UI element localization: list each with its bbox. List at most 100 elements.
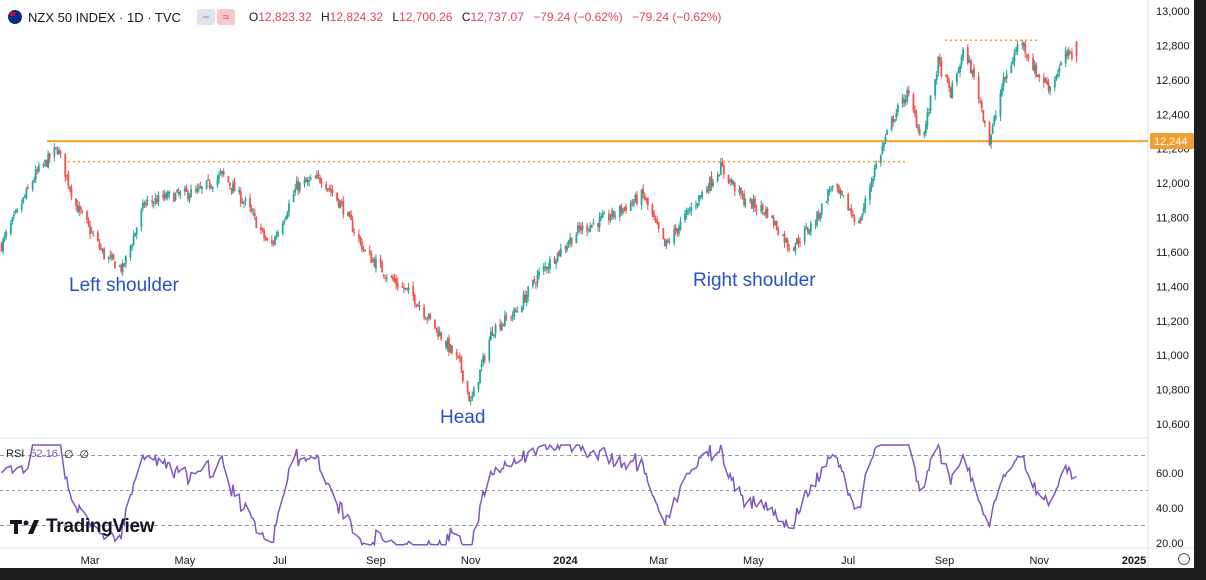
settings-gear-icon[interactable]	[1178, 553, 1190, 565]
candle	[545, 266, 548, 274]
candle-body	[342, 200, 345, 215]
candle-body	[741, 194, 744, 196]
candle	[205, 180, 208, 191]
candle-body	[437, 329, 439, 337]
rsi-label[interactable]: RSI	[6, 448, 25, 460]
candle-body	[685, 210, 688, 215]
candle-body	[667, 240, 669, 243]
tradingview-logo[interactable]: TradingView	[10, 516, 155, 538]
candle-body	[404, 288, 407, 290]
chart-canvas[interactable]: 13,00012,80012,60012,40012,20012,00011,8…	[0, 0, 1194, 568]
candle	[404, 288, 407, 291]
candle	[92, 230, 95, 238]
candle	[438, 326, 441, 337]
candle-body	[284, 216, 287, 220]
candle	[827, 188, 829, 205]
candle	[375, 254, 377, 273]
candle	[135, 226, 138, 240]
candle-body	[912, 93, 915, 110]
candle	[906, 87, 909, 105]
candle-body	[858, 220, 860, 223]
candle-body	[435, 327, 438, 329]
candle	[696, 202, 699, 209]
candle-body	[263, 230, 265, 238]
candle	[575, 232, 578, 244]
candle-body	[749, 198, 752, 202]
candle	[98, 239, 101, 251]
candle	[614, 211, 617, 220]
candle	[564, 244, 567, 254]
candle-body	[79, 206, 82, 211]
candle-body	[1002, 77, 1005, 88]
candle-body	[230, 187, 233, 191]
candle	[132, 230, 135, 246]
candle	[423, 303, 425, 321]
candle-body	[176, 189, 178, 193]
candle	[752, 194, 755, 213]
wave-icon[interactable]: ≈	[216, 9, 235, 25]
candle-body	[875, 163, 878, 169]
candle	[884, 134, 887, 145]
candle	[460, 355, 463, 374]
candle-body	[763, 212, 766, 215]
candle	[928, 108, 930, 117]
candle-body	[914, 109, 916, 115]
candle	[482, 352, 485, 367]
candle	[382, 273, 385, 279]
candle	[1036, 74, 1039, 78]
candle	[1002, 72, 1005, 92]
candle-body	[687, 209, 690, 212]
candle-body	[103, 248, 105, 259]
candle	[754, 195, 756, 213]
candle	[89, 220, 92, 240]
symbol-title[interactable]: NZX 50 INDEX · 1D · TVC	[28, 9, 181, 25]
candle-body	[190, 189, 192, 198]
candle-body	[892, 116, 895, 122]
candle-body	[331, 190, 334, 194]
candle	[598, 212, 601, 232]
candle	[288, 199, 290, 217]
candle	[667, 237, 669, 244]
candle-body	[78, 206, 81, 212]
candle-body	[1004, 76, 1006, 80]
candle	[632, 198, 635, 208]
candle	[56, 146, 59, 155]
header-pill[interactable]: − ≈	[196, 9, 235, 25]
minus-icon[interactable]: −	[196, 9, 215, 25]
candle-body	[674, 227, 677, 231]
candle-body	[1047, 82, 1050, 90]
candle	[873, 164, 876, 181]
candle	[831, 185, 834, 192]
candle-body	[58, 150, 60, 154]
candle	[152, 200, 155, 209]
candle-body	[1024, 43, 1027, 54]
candle-body	[114, 261, 116, 269]
candle	[3, 232, 6, 243]
candle-body	[597, 223, 599, 228]
candle-body	[373, 258, 376, 267]
chart-frame: 13,000 12,800 12,600 12,400 12,200 12,000 11,8…	[0, 0, 1194, 568]
candle	[272, 240, 275, 247]
candle	[673, 224, 676, 246]
candle	[480, 359, 483, 372]
time-tick-label: Nov	[1029, 555, 1049, 567]
candle	[13, 210, 15, 220]
candle	[190, 184, 192, 198]
chart-header: NZX 50 INDEX · 1D · TVC − ≈ O12,823.32 H…	[8, 8, 727, 26]
candle-body	[764, 209, 767, 215]
candle	[842, 194, 845, 198]
candle-body	[483, 356, 486, 361]
candle	[817, 209, 820, 221]
candle	[643, 192, 646, 201]
candle-body	[699, 195, 702, 198]
candle	[816, 210, 819, 228]
candle-body	[828, 190, 831, 192]
candle-body	[2, 239, 5, 251]
candle-body	[718, 174, 721, 176]
candle	[799, 237, 801, 248]
candle-body	[232, 183, 234, 193]
candle	[651, 203, 654, 218]
candle	[600, 212, 603, 221]
candle-body	[906, 89, 909, 102]
candle	[783, 231, 786, 248]
